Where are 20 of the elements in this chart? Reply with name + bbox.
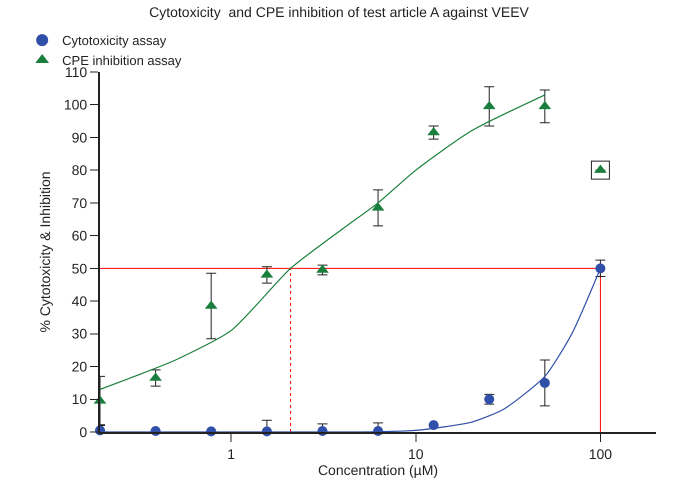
y-tick-label: 80 <box>72 162 88 178</box>
y-tick-label: 70 <box>72 194 88 211</box>
y-tick-label: 100 <box>64 96 88 113</box>
legend-label: CPE inhibition assay <box>62 53 182 68</box>
legend-label: Cytotoxicity assay <box>62 33 167 48</box>
x-tick-label: 10 <box>408 446 424 462</box>
x-tick-label: 1 <box>227 446 236 462</box>
x-axis-title: Concentration (µM) <box>318 462 438 478</box>
y-tick-label: 0 <box>79 424 88 440</box>
x-tick-label: 100 <box>588 446 612 462</box>
point <box>540 378 550 388</box>
y-tick-label: 50 <box>72 260 88 276</box>
y-tick-label: 10 <box>72 391 88 408</box>
y-axis-title: % Cytotoxicity & Inhibition <box>36 171 53 333</box>
chart-title: Cytotoxicity and CPE inhibition of test article A against VEEV <box>149 4 530 20</box>
y-tick-label: 30 <box>72 326 88 342</box>
y-tick-label: 60 <box>72 228 88 244</box>
y-tick-label: 40 <box>72 292 88 309</box>
y-tick-label: 20 <box>72 358 88 374</box>
y-tick-label: 90 <box>72 129 88 146</box>
